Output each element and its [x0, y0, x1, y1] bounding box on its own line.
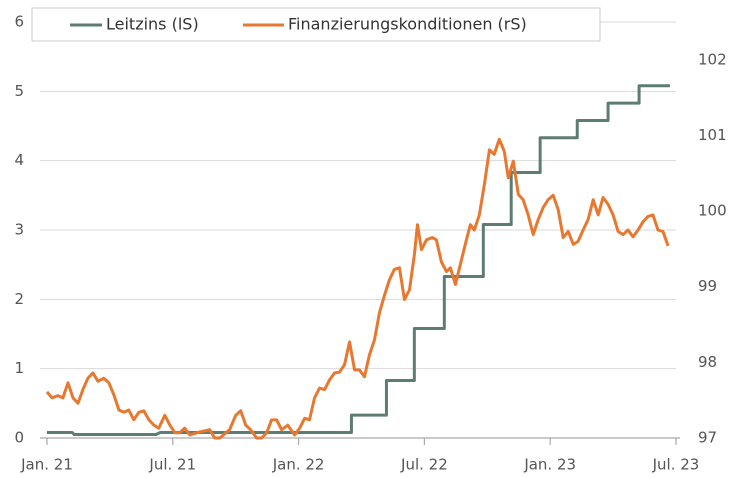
- y2-tick-label: 99: [698, 277, 717, 295]
- y-tick-label: 3: [14, 221, 24, 239]
- y-tick-label: 6: [14, 13, 24, 31]
- legend-label: Leitzins (lS): [106, 15, 199, 34]
- y2-tick-label: 100: [698, 202, 727, 220]
- x-tick-label: Jan. 23: [523, 456, 576, 474]
- y-tick-label: 0: [14, 429, 24, 447]
- x-tick-label: Jan. 22: [272, 456, 325, 474]
- y2-tick-label: 97: [698, 429, 717, 447]
- y2-tick-label: 98: [698, 353, 717, 371]
- series-line: [47, 84, 670, 437]
- y-tick-label: 4: [14, 151, 24, 169]
- x-tick-label: Jul. 23: [652, 456, 700, 474]
- legend-box: [31, 7, 601, 42]
- y-tick-label: 2: [14, 290, 24, 308]
- y-tick-label: 1: [14, 359, 24, 377]
- x-tick-label: Jan. 21: [20, 456, 73, 474]
- y2-tick-label: 101: [698, 126, 727, 144]
- series-line: [45, 137, 670, 440]
- y2-tick-label: 102: [698, 50, 727, 68]
- legend-label: Finanzierungskonditionen (rS): [288, 15, 527, 34]
- y-tick-label: 5: [14, 82, 24, 100]
- x-tick-label: Jul. 22: [400, 456, 448, 474]
- x-tick-label: Jul. 21: [148, 456, 196, 474]
